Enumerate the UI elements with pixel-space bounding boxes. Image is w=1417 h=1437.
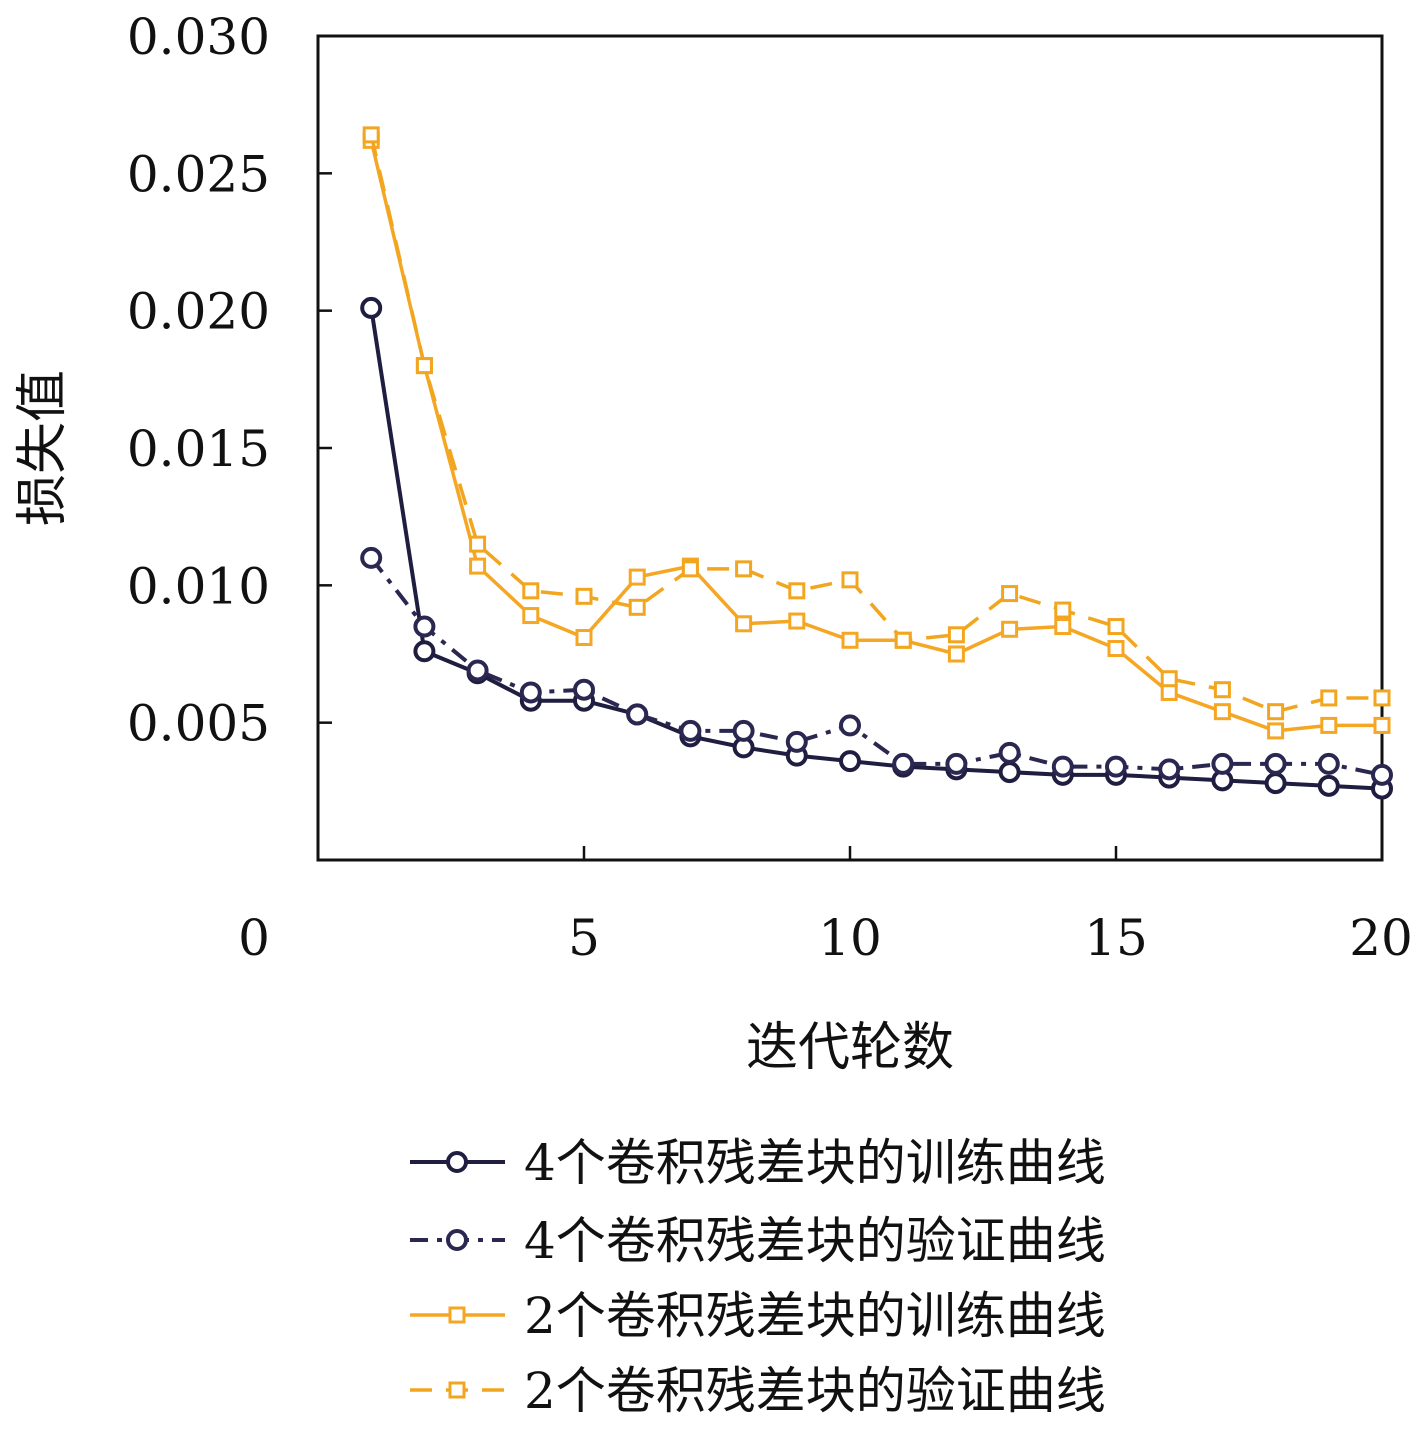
data-point [573,678,595,701]
data-point [1267,722,1285,740]
data-point [362,126,380,144]
data-point [1317,752,1340,775]
legend-label: 2个卷积残差块的训练曲线 [524,1287,1106,1345]
legend-item: 2个卷积残差块的训练曲线 [410,1287,1106,1345]
legend-marker-swatch [446,1151,468,1173]
legend: 4个卷积残差块的训练曲线 4个卷积残差块的验证曲线 2个卷积残差块的训练曲线 2个卷积… [410,1134,1106,1420]
data-point [785,730,808,753]
data-point [1107,640,1125,658]
data-point [1213,703,1231,721]
x-tick-label: 0 [238,909,270,967]
data-point [575,629,593,647]
data-point [839,714,861,737]
data-point [628,598,646,616]
data-point [788,582,806,600]
data-point [1105,755,1127,778]
legend-label: 4个卷积残差块的验证曲线 [524,1212,1106,1270]
data-point [1213,681,1231,699]
data-point [1054,618,1072,636]
series-2 [360,546,1393,786]
data-point [519,681,542,704]
data-point [998,761,1021,784]
data-point [679,719,702,742]
axes: 0 5 10 15 20 0.005 0.010 0.015 0.020 0.025 0.030 [127,8,1413,967]
data-point [1211,752,1234,775]
data-point [841,571,859,589]
data-point [1160,683,1178,701]
series-layer [360,126,1393,800]
legend-marker-swatch [446,1229,468,1251]
legend-item: 4个卷积残差块的训练曲线 [410,1134,1106,1192]
y-tick-label: 0.015 [127,420,270,478]
x-tick-label: 20 [1349,909,1413,967]
data-point [469,557,487,575]
x-tick-label: 10 [818,909,882,967]
data-point [892,752,915,775]
y-tick-label: 0.030 [127,8,270,66]
y-tick-label: 0.025 [127,145,270,203]
data-point [735,615,753,633]
y-axis-title: 损失值 [13,370,73,526]
data-point [788,612,806,630]
data-point [1107,618,1125,636]
data-point [469,535,487,553]
data-point [575,587,593,605]
data-point [732,719,755,742]
x-axis-title: 迭代轮数 [746,1018,954,1078]
y-tick-label: 0.020 [127,283,270,341]
data-point [360,296,383,319]
data-point [1158,758,1181,781]
data-point [1320,689,1338,707]
data-point [466,659,489,682]
data-point [628,568,646,586]
data-point [1373,689,1391,707]
x-tick-label: 15 [1084,909,1148,967]
data-point [1264,772,1287,795]
data-point [841,631,859,649]
data-point [1317,774,1340,797]
series-line [369,134,1382,714]
data-point [1264,752,1287,775]
data-point [1267,703,1285,721]
legend-marker-swatch [448,1381,466,1399]
legend-item: 4个卷积残差块的验证曲线 [410,1212,1106,1270]
legend-marker-swatch [448,1306,466,1324]
data-point [1373,716,1391,734]
legend-item: 2个卷积残差块的验证曲线 [410,1362,1106,1420]
y-tick-label: 0.005 [127,695,270,753]
data-point [1054,601,1072,619]
data-point [626,703,649,726]
data-point [735,560,753,578]
data-point [522,582,540,600]
series-4 [362,126,1391,721]
x-tick-label: 5 [568,909,600,967]
data-point [1001,620,1019,638]
data-point [945,752,968,775]
data-point [947,645,965,663]
series-line [369,139,1382,733]
data-point [998,741,1021,764]
series-3 [362,131,1391,740]
data-point [1371,763,1393,786]
data-point [413,640,436,663]
series-1 [360,296,1393,800]
data-point [360,546,383,569]
data-point [415,357,433,375]
data-point [681,560,699,578]
legend-label: 2个卷积残差块的验证曲线 [524,1362,1106,1420]
data-point [413,615,436,638]
data-point [1051,755,1074,778]
data-point [947,626,965,644]
data-point [839,750,861,773]
y-tick-label: 0.010 [127,557,270,615]
legend-label: 4个卷积残差块的训练曲线 [524,1134,1106,1192]
data-point [1001,585,1019,603]
data-point [1320,716,1338,734]
data-point [522,607,540,625]
data-point [1160,670,1178,688]
data-point [894,631,912,649]
